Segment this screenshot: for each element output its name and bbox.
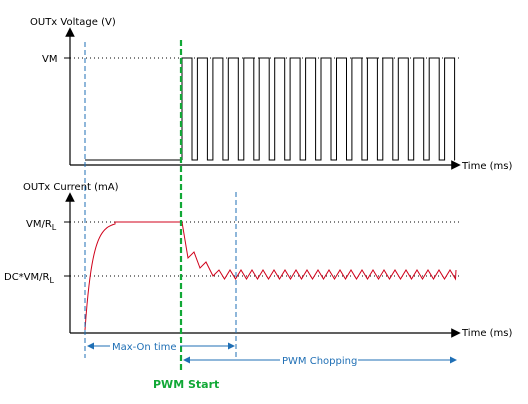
top-x-axis-label: Time (ms) bbox=[461, 161, 513, 172]
voltage-pwm-waveform bbox=[181, 57, 456, 161]
max-on-label-bg bbox=[110, 339, 180, 353]
bottom-high-level-label: VM/RL bbox=[26, 219, 57, 232]
pwm-chopping-label-bg bbox=[280, 353, 358, 367]
bottom-low-level-label: DC*VM/RL bbox=[4, 272, 54, 285]
top-y-axis-label: OUTx Voltage (V) bbox=[30, 17, 116, 28]
pwm-start-label: PWM Start bbox=[153, 378, 219, 391]
current-waveform bbox=[84, 221, 457, 331]
bottom-x-axis-label: Time (ms) bbox=[461, 328, 513, 339]
bottom-y-axis-label: OUTx Current (mA) bbox=[23, 182, 119, 193]
top-vm-label: VM bbox=[42, 54, 57, 65]
pwm-chopping-label: PWM Chopping bbox=[282, 356, 357, 367]
max-on-label: Max-On time bbox=[112, 342, 177, 353]
